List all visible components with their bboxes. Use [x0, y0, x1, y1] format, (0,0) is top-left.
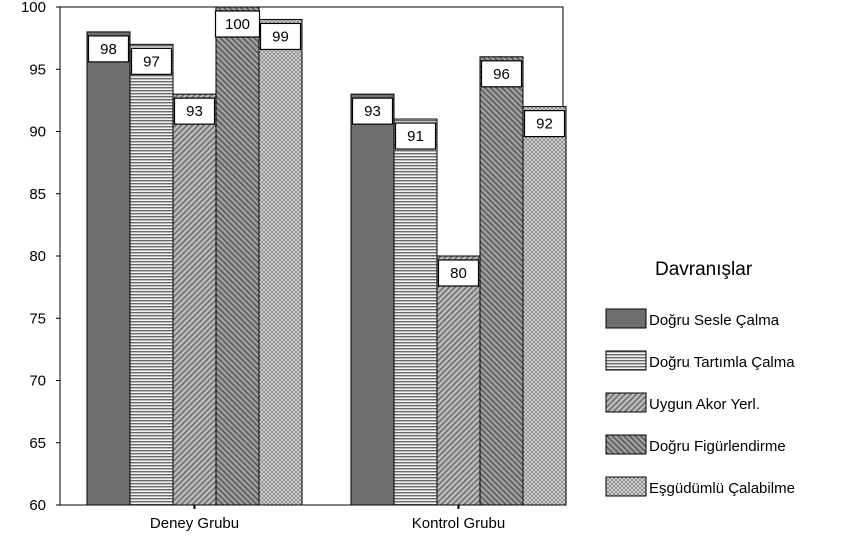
data-label-box: [480, 60, 523, 88]
legend-item-label: Doğru Sesle Çalma: [649, 312, 780, 329]
bar: [522, 106, 567, 506]
data-labels: 98 97 93 100 99 93 91 80 96 92: [87, 10, 566, 287]
bar: [436, 255, 481, 506]
legend-item-label: Uygun Akor Yerl.: [649, 396, 760, 413]
bar: [350, 93, 395, 506]
legend-swatch: [605, 392, 647, 413]
bar: [129, 43, 174, 506]
legend-item-label: Doğru Figürlendirme: [649, 438, 786, 455]
data-label-box: [259, 22, 302, 51]
bar: [479, 56, 524, 506]
data-label: 92: [536, 116, 553, 133]
legend-swatch: [605, 434, 647, 455]
data-label: 91: [407, 128, 424, 145]
bar: [215, 6, 260, 506]
data-label-box: [351, 97, 394, 125]
y-axis: 60 65 70 75 80 85 90 95 100: [21, 0, 60, 514]
y-tick-label: 85: [29, 186, 46, 203]
data-label-box: [87, 35, 130, 63]
data-label: 80: [450, 265, 467, 282]
y-tick-label: 100: [21, 0, 46, 16]
y-tick-label: 90: [29, 124, 46, 141]
data-label: 96: [493, 66, 510, 83]
y-tick-label: 65: [29, 435, 46, 452]
legend-item-label: Doğru Tartımla Çalma: [649, 354, 795, 371]
x-axis: Deney Grubu Kontrol Grubu: [150, 505, 505, 532]
bar: [258, 18, 303, 506]
data-label-box: [130, 47, 173, 75]
y-tick-label: 75: [29, 310, 46, 327]
legend-items: Doğru Sesle Çalma Doğru Tartımla Çalma Uyg…: [605, 308, 795, 497]
data-label-box: [437, 259, 480, 287]
data-label: 100: [225, 16, 250, 33]
legend-item-label: Eşgüdümlü Çalabilme: [649, 480, 795, 497]
legend-swatch: [605, 308, 647, 329]
x-category-label: Kontrol Grubu: [412, 515, 505, 532]
bar: [172, 93, 217, 506]
bars: [86, 6, 567, 506]
x-category-label: Deney Grubu: [150, 515, 239, 532]
data-label: 97: [143, 53, 160, 70]
y-tick-label: 60: [29, 497, 46, 514]
y-tick-label: 80: [29, 248, 46, 265]
data-label: 93: [186, 103, 203, 120]
legend: Davranışlar Doğru Sesle Çalma Doğru Tartı…: [605, 259, 795, 497]
bar: [86, 31, 131, 506]
data-label-box: [214, 10, 261, 38]
y-tick-label: 70: [29, 373, 46, 390]
y-tick-label: 95: [29, 61, 46, 78]
legend-title: Davranışlar: [655, 259, 753, 280]
data-label-box: [394, 122, 437, 150]
data-label: 93: [364, 103, 381, 120]
data-label-box: [173, 97, 216, 125]
data-label: 99: [272, 28, 289, 45]
data-label-box: [523, 109, 566, 138]
legend-swatch: [605, 350, 647, 371]
data-label: 98: [100, 41, 117, 58]
legend-swatch: [605, 476, 647, 497]
bar: [393, 118, 438, 506]
